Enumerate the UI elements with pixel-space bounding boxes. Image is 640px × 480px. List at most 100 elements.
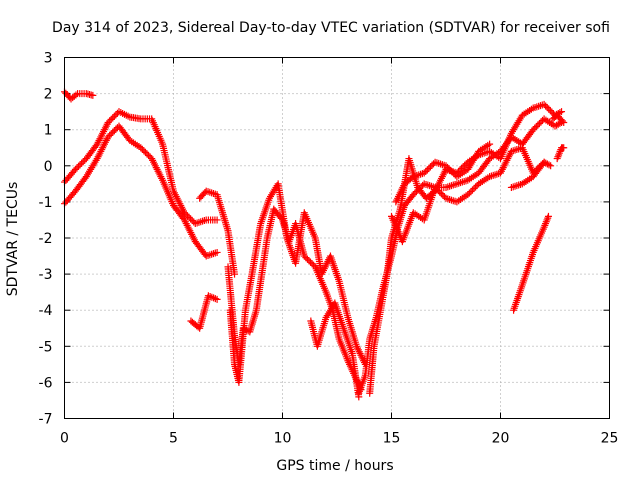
data-point	[464, 191, 472, 199]
data-point	[437, 160, 445, 168]
data-point	[72, 91, 80, 99]
data-point	[106, 117, 114, 125]
data-point	[423, 166, 431, 174]
data-point	[548, 108, 556, 116]
data-point	[431, 183, 439, 191]
data-point	[141, 148, 149, 156]
data-point	[213, 248, 221, 256]
data-point	[468, 186, 476, 194]
data-point	[547, 162, 555, 170]
data-point	[444, 163, 452, 171]
data-point	[446, 182, 454, 190]
y-tick-label: -2	[39, 231, 53, 247]
x-axis-label: GPS time / hours	[276, 458, 393, 474]
data-point	[138, 145, 146, 153]
data-point	[445, 165, 453, 173]
data-point	[422, 167, 430, 175]
data-point	[231, 270, 239, 278]
data-point	[180, 209, 188, 217]
data-point	[112, 111, 120, 119]
data-point	[300, 252, 308, 260]
y-tick-label: -7	[39, 412, 53, 428]
data-point	[426, 182, 434, 190]
data-point	[187, 215, 195, 223]
data-point	[472, 183, 480, 191]
data-point	[507, 183, 515, 191]
data-point	[467, 188, 475, 196]
data-point	[140, 147, 148, 155]
y-tick-label: -5	[39, 339, 53, 355]
data-point	[302, 254, 310, 262]
data-point	[184, 212, 192, 220]
data-point	[106, 131, 114, 139]
x-tick-label: 5	[169, 431, 178, 447]
data-point	[200, 217, 208, 225]
data-point	[453, 180, 461, 188]
data-point	[449, 181, 457, 189]
data-point	[549, 115, 557, 123]
data-point	[209, 189, 217, 197]
data-point	[79, 158, 87, 166]
data-point	[208, 189, 216, 197]
data-point	[447, 166, 455, 174]
data-point	[550, 114, 558, 122]
data-point	[560, 144, 568, 152]
data-point	[191, 220, 199, 228]
chart-title: Day 314 of 2023, Sidereal Day-to-day VTE…	[52, 20, 610, 36]
data-point	[457, 179, 465, 187]
data-point	[188, 216, 196, 224]
data-point	[513, 146, 521, 154]
data-point	[459, 163, 467, 171]
data-point	[110, 112, 118, 120]
data-point	[104, 118, 112, 126]
data-point	[511, 182, 519, 190]
data-point	[513, 182, 521, 190]
data-point	[307, 258, 315, 266]
data-point	[71, 165, 79, 173]
data-point	[426, 163, 434, 171]
data-point	[439, 191, 447, 199]
data-point	[434, 187, 442, 195]
data-point	[185, 213, 193, 221]
data-point	[182, 210, 190, 218]
data-point	[448, 168, 456, 176]
data-point	[213, 216, 221, 224]
data-point	[509, 183, 517, 191]
y-tick-label: -3	[39, 267, 53, 283]
data-point	[436, 188, 444, 196]
data-point	[107, 130, 115, 138]
y-tick-label: 0	[44, 159, 53, 175]
data-point	[73, 164, 81, 172]
data-point	[109, 114, 117, 122]
data-point	[545, 161, 553, 169]
data-point	[433, 185, 441, 193]
data-point	[543, 104, 551, 112]
y-axis-label: SDTVAR / TECUs	[5, 182, 21, 297]
data-point	[542, 102, 550, 110]
x-tick-label: 10	[274, 431, 292, 447]
data-point	[437, 190, 445, 198]
data-point	[442, 162, 450, 170]
data-point	[424, 181, 432, 189]
data-point	[450, 170, 458, 178]
data-point	[137, 144, 145, 152]
data-point	[558, 108, 566, 116]
data-point	[110, 127, 118, 135]
data-point	[308, 260, 316, 268]
y-tick-label: 2	[44, 87, 53, 103]
data-point	[534, 121, 542, 129]
data-point	[465, 189, 473, 197]
data-point	[531, 124, 539, 132]
data-point	[425, 164, 433, 172]
data-point	[442, 194, 450, 202]
data-point	[420, 180, 428, 188]
data-point	[470, 184, 478, 192]
data-point	[209, 250, 217, 258]
data-point	[537, 118, 545, 126]
data-point	[213, 295, 221, 303]
data-point	[78, 159, 86, 167]
data-point	[107, 115, 115, 123]
data-point	[199, 217, 207, 225]
data-point	[197, 218, 205, 226]
x-tick-label: 20	[492, 431, 510, 447]
